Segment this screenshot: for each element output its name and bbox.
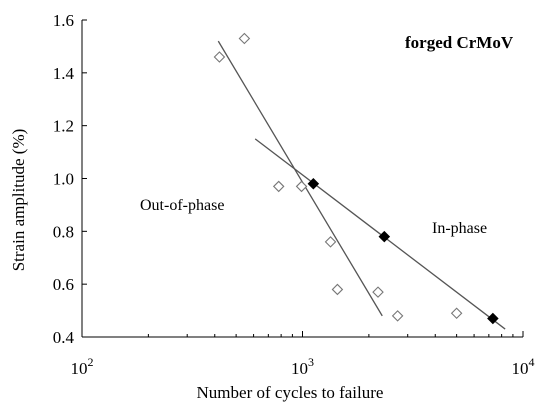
material-label: forged CrMoV bbox=[405, 33, 514, 52]
x-tick-exponent: 2 bbox=[88, 355, 94, 369]
y-tick-label: 1.6 bbox=[53, 11, 74, 30]
fit-line-open bbox=[217, 40, 383, 317]
fit-line-filled bbox=[254, 138, 506, 330]
data-point-open-diamond bbox=[391, 310, 404, 322]
y-tick-label: 0.8 bbox=[53, 222, 74, 241]
y-tick-label: 1.2 bbox=[53, 117, 74, 136]
data-point-filled-diamond bbox=[307, 178, 320, 190]
x-tick-base: 10 bbox=[512, 359, 529, 378]
y-tick-label: 0.4 bbox=[53, 328, 75, 347]
data-point-open-diamond bbox=[331, 283, 344, 296]
x-tick-label: 104 bbox=[512, 355, 535, 378]
x-axis-title: Number of cycles to failure bbox=[197, 383, 384, 402]
out-of-phase-label: Out-of-phase bbox=[140, 197, 224, 214]
x-tick-label: 103 bbox=[291, 355, 314, 378]
data-point-open-diamond bbox=[372, 286, 384, 298]
data-point-open-diamond bbox=[272, 180, 285, 193]
data-points bbox=[213, 32, 499, 325]
data-point-open-diamond bbox=[324, 236, 337, 248]
y-axis-title: Strain amplitude (%) bbox=[9, 129, 28, 272]
in-phase-label: In-phase bbox=[432, 220, 487, 237]
x-tick-base: 10 bbox=[71, 359, 88, 378]
x-ticks: 102 103 104 bbox=[71, 331, 535, 378]
x-tick-base: 10 bbox=[291, 359, 308, 378]
data-point-filled-diamond bbox=[378, 230, 391, 243]
data-point-open-diamond bbox=[213, 51, 226, 63]
fit-lines bbox=[217, 40, 506, 330]
data-point-filled-diamond bbox=[487, 312, 499, 325]
data-point-open-diamond bbox=[450, 307, 463, 320]
y-tick-label: 1.0 bbox=[53, 170, 74, 189]
y-ticks: 0.4 0.6 0.8 1.0 1.2 1.4 1.6 bbox=[53, 11, 87, 347]
data-point-open-diamond bbox=[238, 32, 251, 45]
y-tick-label: 1.4 bbox=[53, 64, 75, 83]
y-tick-label: 0.6 bbox=[53, 275, 74, 294]
x-tick-label: 102 bbox=[71, 355, 94, 378]
axes bbox=[81, 20, 523, 338]
data-point-open-diamond bbox=[295, 180, 308, 193]
x-tick-exponent: 4 bbox=[529, 355, 535, 369]
x-tick-exponent: 3 bbox=[308, 355, 314, 369]
